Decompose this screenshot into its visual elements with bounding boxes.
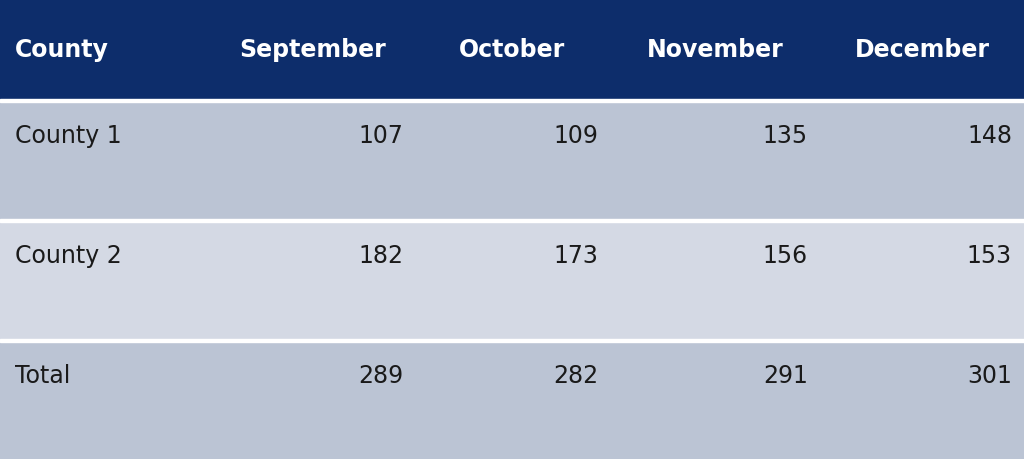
Bar (415, 0, 610, 100)
Bar (0, 219, 1024, 223)
Bar (415, 223, 610, 339)
Text: December: December (854, 38, 989, 62)
Bar (0, 342, 210, 459)
Bar (210, 103, 415, 219)
Bar (0, 339, 1024, 342)
Text: 153: 153 (967, 243, 1012, 267)
Bar (610, 0, 820, 100)
Text: 148: 148 (967, 123, 1012, 147)
Bar (210, 223, 415, 339)
Text: October: October (460, 38, 565, 62)
Text: 291: 291 (763, 363, 808, 387)
Bar (610, 103, 820, 219)
Bar (820, 0, 1024, 100)
Bar (820, 103, 1024, 219)
Text: County 2: County 2 (15, 243, 122, 267)
Bar (0, 103, 210, 219)
Bar (820, 342, 1024, 459)
Text: 135: 135 (763, 123, 808, 147)
Text: Total: Total (15, 363, 71, 387)
Text: County: County (15, 38, 109, 62)
Text: 173: 173 (553, 243, 598, 267)
Text: November: November (646, 38, 783, 62)
Text: 289: 289 (357, 363, 403, 387)
Text: 282: 282 (553, 363, 598, 387)
Bar (415, 342, 610, 459)
Text: 107: 107 (358, 123, 403, 147)
Text: 109: 109 (553, 123, 598, 147)
Text: 156: 156 (763, 243, 808, 267)
Text: 301: 301 (967, 363, 1012, 387)
Bar (0, 223, 210, 339)
Bar (210, 0, 415, 100)
Bar (610, 223, 820, 339)
Text: County 1: County 1 (15, 123, 122, 147)
Bar (415, 103, 610, 219)
Bar (820, 223, 1024, 339)
Text: September: September (240, 38, 386, 62)
Bar (0, 0, 210, 100)
Bar (0, 100, 1024, 103)
Text: 182: 182 (358, 243, 403, 267)
Bar (210, 342, 415, 459)
Bar (610, 342, 820, 459)
